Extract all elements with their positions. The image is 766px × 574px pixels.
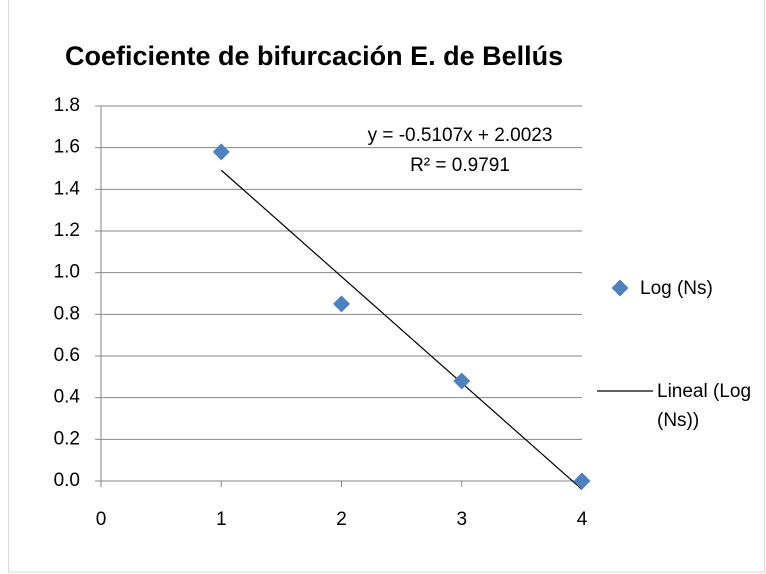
- legend-marker: [611, 279, 629, 297]
- data-point: [333, 295, 350, 313]
- y-tick-label: 1.2: [54, 220, 80, 241]
- y-tick-label: 0.2: [54, 428, 80, 449]
- chart-border: [8, 0, 765, 573]
- y-tick-label: 1.8: [54, 95, 80, 116]
- y-tick-label: 1.6: [54, 137, 80, 158]
- legend-label: Lineal (Log (Ns)): [657, 381, 752, 431]
- data-point: [453, 372, 471, 390]
- x-tick-label: 4: [577, 509, 588, 530]
- y-tick-label: 0.4: [54, 387, 81, 408]
- legend-label: Log (Ns): [640, 278, 713, 299]
- x-tick-label: 3: [456, 509, 467, 530]
- x-tick-label: 1: [216, 509, 227, 530]
- y-tick-label: 1.4: [54, 178, 81, 199]
- trendline: [220, 169, 583, 490]
- x-tick-label: 2: [336, 509, 347, 530]
- x-tick-label: 0: [96, 509, 107, 530]
- data-point: [212, 143, 230, 161]
- y-tick-label: 1.0: [54, 262, 80, 283]
- trendline-equation: y = -0.5107x + 2.0023: [368, 125, 553, 146]
- y-tick-label: 0.6: [54, 345, 80, 366]
- data-point: [573, 472, 591, 490]
- y-tick-label: 0.8: [54, 303, 80, 324]
- chart-title: Coeficiente de bifurcación E. de Bellús: [65, 41, 563, 71]
- trendline-r2: R² = 0.9791: [410, 155, 510, 176]
- y-tick-label: 0.0: [54, 470, 80, 491]
